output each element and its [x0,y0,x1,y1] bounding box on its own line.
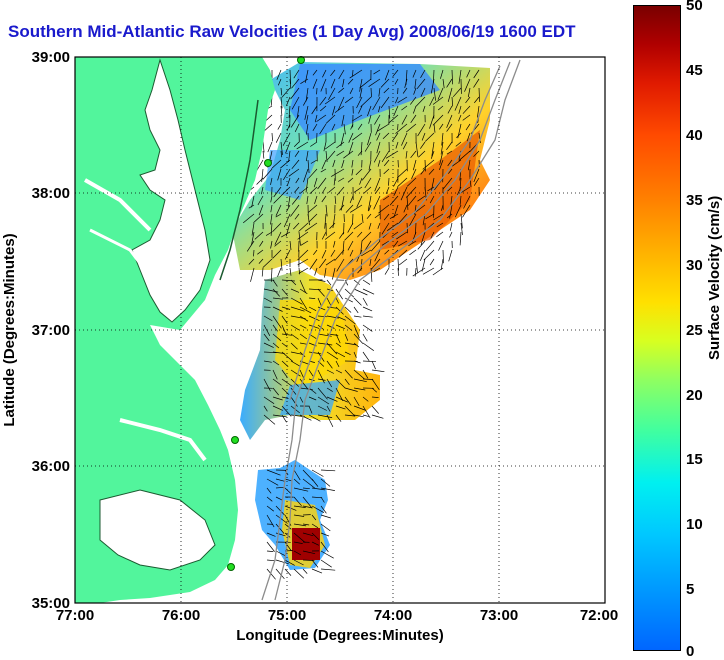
colorbar-tick: 30 [686,257,703,274]
y-tick-label: 35:00 [32,595,70,612]
y-axis-label: Latitude (Degrees:Minutes) [1,233,18,426]
velocity-arrow [353,70,354,76]
x-tick-label: 73:00 [480,607,518,624]
y-tick-label: 36:00 [32,458,70,475]
velocity-arrow [371,88,372,97]
colorbar-label: Surface Velocity (cm/s) [706,196,723,360]
y-tick-label: 39:00 [32,49,70,66]
colorbar-tick: 50 [686,0,703,14]
velocity-arrow [443,250,444,263]
colorbar-tick: 40 [686,127,703,144]
colorbar-tick: 20 [686,387,703,404]
colorbar-tick: 25 [686,322,703,339]
velocity-arrow [363,379,373,380]
colorbar-tick: 0 [686,643,694,660]
x-tick-label: 75:00 [268,607,306,624]
colorbar-tick: 45 [686,62,703,79]
x-tick-label: 74:00 [374,607,412,624]
colorbar-tick: 10 [686,516,703,533]
x-tick-label: 72:00 [580,607,618,624]
colorbar-tick: 5 [686,581,694,598]
x-axis-label: Longitude (Degrees:Minutes) [236,627,444,644]
colorbar-tick: 35 [686,192,703,209]
velocity-arrow [398,268,399,276]
colorbar [633,5,681,651]
velocity-arrow [389,178,390,186]
velocity-arrow [254,250,255,256]
map-plot: 77:00 76:00 75:00 74:00 73:00 72:00 39:0… [0,0,630,659]
velocity-arrow [425,160,426,171]
y-tick-label: 37:00 [32,322,70,339]
y-tick-label: 38:00 [32,185,70,202]
x-tick-label: 76:00 [162,607,200,624]
colorbar-tick: 15 [686,451,703,468]
